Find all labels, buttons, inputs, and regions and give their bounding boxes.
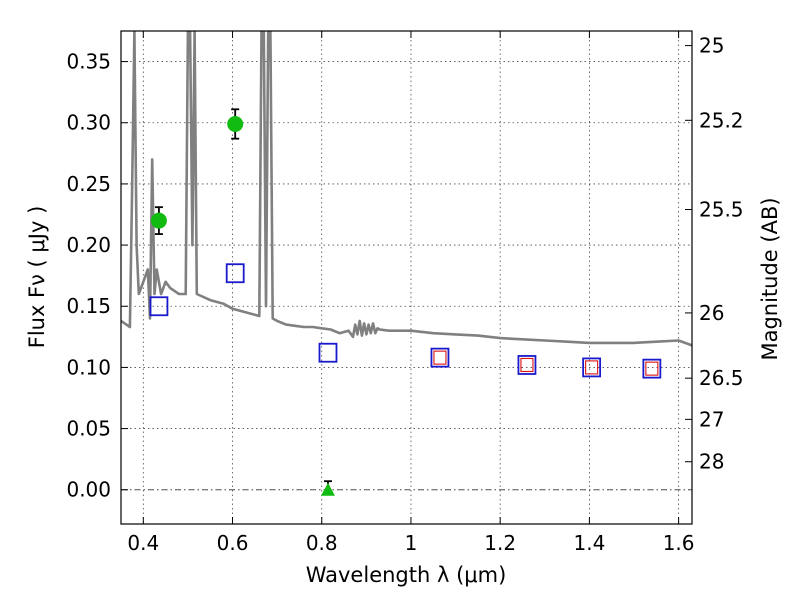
model-point — [318, 342, 338, 363]
y-tick-label: 0.35 — [66, 50, 111, 74]
right-tick-label: 25.2 — [699, 108, 744, 132]
y-tick-label: 0.25 — [66, 172, 111, 196]
y-tick-label: 0.00 — [66, 478, 111, 502]
observed-point — [227, 115, 244, 132]
grid-lines — [121, 31, 692, 524]
model-point — [430, 347, 450, 368]
observed-point — [150, 212, 167, 229]
right-tick-label: 27 — [699, 407, 724, 431]
y-axis-ticks: 0.00 0.05 0.10 0.15 0.20 0.25 0.30 0.35 — [66, 50, 128, 502]
model-point-inner — [433, 350, 447, 365]
model-point-inner — [585, 360, 599, 375]
x-tick-label: 0.8 — [306, 531, 338, 555]
model-point — [642, 358, 662, 379]
y-tick-label: 0.15 — [66, 294, 111, 318]
model-point — [225, 263, 245, 284]
y-tick-label: 0.20 — [66, 233, 111, 257]
right-tick-label: 26.5 — [699, 366, 744, 390]
y-tick-label: 0.05 — [66, 417, 111, 441]
x-tick-label: 1.6 — [663, 531, 695, 555]
right-tick-label: 25.5 — [699, 197, 744, 221]
model-point-inner — [520, 357, 534, 373]
x-axis-ticks: 0.4 0.6 0.8 1 1.2 1.4 1.6 — [127, 31, 695, 555]
y-axis-label: Flux Fν ( μJy ) — [25, 206, 49, 349]
x-tick-label: 0.4 — [127, 531, 159, 555]
plot-data — [121, 31, 692, 496]
x-axis-label: Wavelength λ (μm) — [306, 563, 507, 587]
right-tick-label: 25 — [699, 34, 724, 58]
model-point-inner — [645, 361, 659, 376]
model-point — [582, 357, 602, 378]
x-tick-label: 1.4 — [573, 531, 605, 555]
right-tick-label: 28 — [699, 450, 724, 474]
model-point — [517, 355, 537, 375]
x-tick-label: 1 — [405, 531, 418, 555]
non-detection-point — [320, 482, 335, 496]
model-sed-line — [121, 31, 692, 347]
model-point — [149, 296, 169, 317]
right-tick-label: 26 — [699, 301, 724, 325]
right-axis-ticks: 25 25.2 25.5 26 26.5 27 28 — [685, 34, 744, 474]
y-tick-label: 0.10 — [66, 355, 111, 379]
y-tick-label: 0.30 — [66, 111, 111, 135]
plot-frame — [120, 30, 693, 525]
x-tick-label: 1.2 — [484, 531, 516, 555]
right-axis-label: Magnitude (AB) — [758, 197, 782, 360]
x-tick-label: 0.6 — [217, 531, 249, 555]
